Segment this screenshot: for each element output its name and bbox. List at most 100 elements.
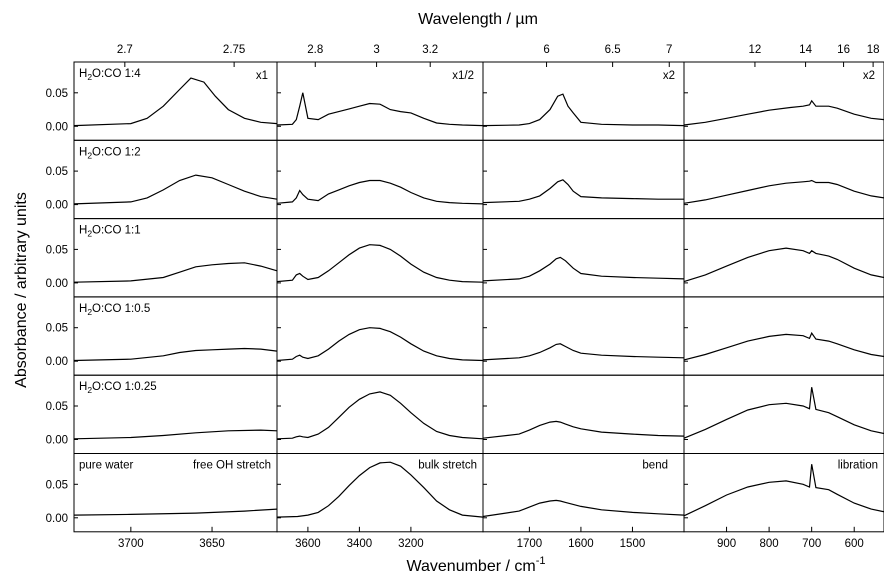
spectrum-line [683,331,884,361]
y-tick-label: 0.05 [46,244,68,256]
y-tick-label: 0.00 [46,278,68,290]
spectrum-line [276,179,484,205]
spectrum-line [276,92,484,127]
top-tick-label: 3.2 [422,44,438,56]
bottom-tick-label: 700 [802,538,821,550]
panel-frame [683,218,884,298]
y-tick-label: 0.00 [46,200,68,212]
y-tick-label: 0.00 [46,121,68,133]
top-tick-label: 6 [543,44,549,56]
panel-frame [276,296,484,376]
top-tick-label: 2.8 [307,44,323,56]
panel-frame [683,453,884,533]
scale-factor-label: x2 [863,70,875,82]
panel-label: pure water [79,460,134,472]
bottom-tick-label: 1500 [620,538,646,550]
bottom-tick-label: 3200 [398,538,424,550]
spectrum-line [482,256,685,282]
spectrum-line [482,420,685,439]
plot-area: 0.00 0.05 0.00 0.05 0.00 0.05 0.00 0.05 0.00 0.05… [46,44,884,550]
spectrum-line [683,99,884,126]
top-tick-label: 2.7 [117,44,133,56]
panel-label-subscript: 2 [87,229,92,239]
bottom-axis-title: Wavenumber / cm-1 [407,555,546,575]
panel-frame [683,296,884,376]
panel-frame [482,139,685,220]
bottom-tick-label: 3600 [295,538,321,550]
y-tick-label: 0.05 [46,479,68,491]
spectrum-line [683,387,884,439]
spectrum-line [683,179,884,204]
top-tick-label: 2.75 [223,44,245,56]
bottom-tick-label: 900 [717,538,736,550]
top-tick-label: 3 [373,44,379,56]
spectrum-line [683,464,884,517]
panel-label-main: H [79,303,87,315]
top-tick-label: 6.5 [605,44,621,56]
panel-frame [482,218,685,298]
panel-frame [276,139,484,220]
panel-label-subscript: 2 [87,72,92,82]
spectrum-line [276,327,484,362]
panel-frame [482,374,685,455]
panel-label-main: pure water [79,460,134,472]
y-tick-label: 0.05 [46,88,68,100]
panel-label-rest: O:CO 1:0.25 [92,381,157,393]
y-tick-label: 0.05 [46,166,68,178]
panel-label-rest: O:CO 1:0.5 [92,303,150,315]
panel-label: H2O:CO 1:4 [79,68,141,82]
annotation-bend: bend [642,460,668,472]
y-tick-label: 0.05 [46,323,68,335]
spectrum-line [73,77,278,127]
panel-label: H2O:CO 1:0.5 [79,303,150,317]
y-tick-label: 0.00 [46,435,68,447]
bottom-tick-label: 1700 [517,538,543,550]
spectrum-line [482,179,684,204]
top-tick-label: 16 [837,44,850,56]
annotation-bulk-stretch: bulk stretch [418,460,477,472]
top-tick-label: 12 [749,44,762,56]
annotation-libration: libration [838,460,878,472]
spectrum-line [276,244,484,283]
panel-label-main: H [79,225,87,237]
top-tick-label: 7 [666,44,672,56]
panel-label-subscript: 2 [87,307,92,317]
bottom-axis-title-text: Wavenumber / cm [407,558,536,575]
spectrum-line [276,391,484,440]
bottom-tick-label: 800 [760,538,779,550]
panel-frame [683,374,884,455]
panel-frame [276,218,484,298]
panel-frame [482,61,685,141]
panel-frame [482,296,685,376]
panel-label: H2O:CO 1:2 [79,146,141,160]
panel-label-main: H [79,68,87,80]
spectrum-line [276,461,484,518]
panel-label-main: H [79,381,87,393]
scale-factor-label: x2 [663,70,675,82]
panel-label-subscript: 2 [87,385,92,395]
y-axis-title: Absorbance / arbitrary units [13,192,30,388]
panel-label: H2O:CO 1:1 [79,225,141,239]
spectrum-line [482,499,685,518]
annotation-free-oh: free OH stretch [193,460,271,472]
spectrum-line [73,262,278,283]
bottom-axis-title-superscript: -1 [536,555,546,567]
top-tick-label: 18 [867,44,880,56]
spectrum-line [73,508,278,516]
y-tick-label: 0.00 [46,513,68,525]
bottom-tick-label: 3400 [347,538,373,550]
panel-frame [683,61,884,141]
panel-label-subscript: 2 [87,150,92,160]
spectrum-line [482,93,685,127]
panel-frame [683,139,884,220]
top-axis-title: Wavelength / µm [418,11,538,28]
scale-factor-label: x1 [256,70,268,82]
scale-factor-label: x1/2 [452,70,474,82]
panel-label-rest: O:CO 1:4 [92,68,141,80]
y-tick-label: 0.05 [46,401,68,413]
spectrum-line [73,347,278,362]
panel-label-rest: O:CO 1:2 [92,146,141,158]
bottom-tick-label: 3650 [199,538,225,550]
